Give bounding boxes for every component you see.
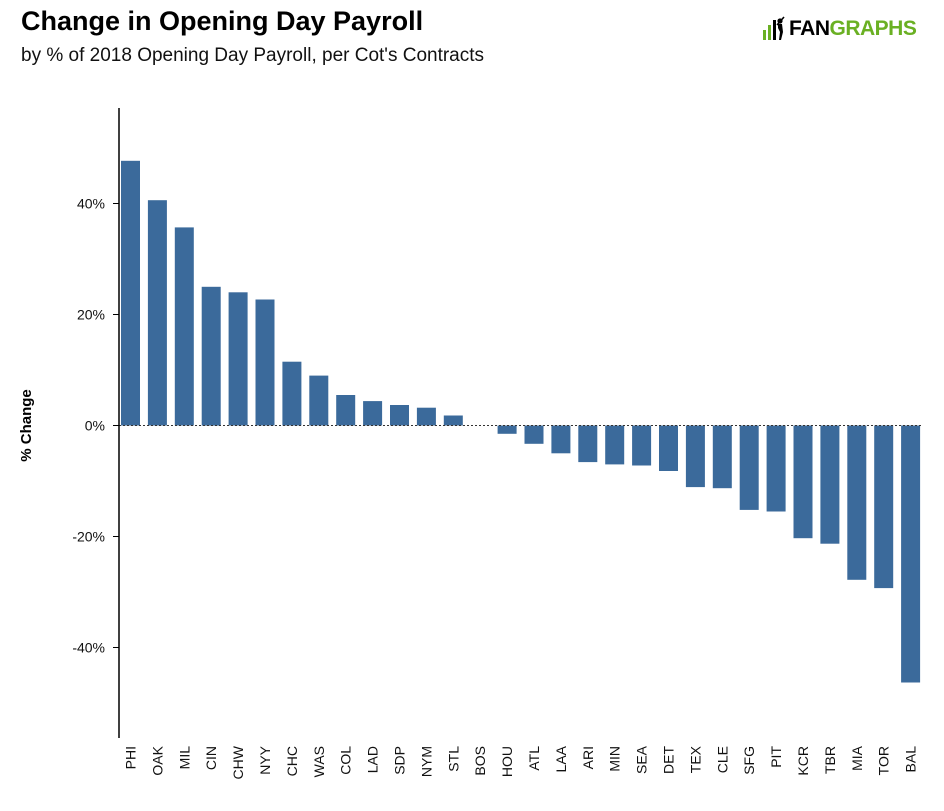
x-tick-label-mia: MIA (849, 745, 865, 771)
x-tick-label-bos: BOS (472, 746, 488, 776)
bar-chw (228, 292, 248, 426)
x-tick-label-kcr: KCR (795, 746, 811, 776)
bar-hou (497, 425, 517, 434)
bar-nym (416, 407, 436, 426)
bar-laa (551, 425, 571, 454)
x-tick-label-bal: BAL (903, 746, 919, 773)
x-tick-label-laa: LAA (553, 745, 569, 772)
x-tick-label-chw: CHW (230, 745, 246, 779)
bar-bal (901, 425, 921, 683)
x-tick-label-nyy: NYY (257, 745, 273, 774)
x-tick-label-mil: MIL (176, 746, 192, 770)
bar-tor (874, 425, 894, 589)
x-tick-label-nym: NYM (418, 746, 434, 777)
y-tick-label: 0% (85, 418, 105, 434)
x-tick-label-ari: ARI (580, 746, 596, 769)
bar-ari (578, 425, 598, 463)
x-tick-label-sea: SEA (634, 745, 650, 774)
logo-text-fan: FAN (789, 17, 830, 40)
bar-phi (121, 160, 140, 426)
y-tick-label: 20% (77, 307, 105, 323)
x-tick-label-oak: OAK (149, 745, 165, 775)
x-tick-label-was: WAS (311, 746, 327, 777)
y-axis-title: % Change (18, 389, 35, 462)
bar-oak (147, 200, 167, 426)
chart-title: Change in Opening Day Payroll (21, 6, 424, 36)
bars-group (121, 160, 921, 683)
x-tick-label-sdp: SDP (392, 746, 408, 775)
bar-mia (847, 425, 867, 580)
bar-min (605, 425, 625, 465)
y-tick-label: -40% (72, 640, 105, 656)
chart-subtitle: by % of 2018 Opening Day Payroll, per Co… (21, 45, 485, 66)
y-tick-label: 40% (77, 196, 105, 212)
x-label-group: PHI OAK MIL CIN CHW NYY CHC WAS COL LAD SDP NYM STL B… (123, 745, 919, 779)
bar-was (309, 375, 329, 426)
bar-chc (282, 361, 302, 426)
bar-tex (685, 425, 705, 488)
x-tick-label-cin: CIN (203, 746, 219, 770)
x-tick-label-min: MIN (607, 746, 623, 772)
x-tick-label-atl: ATL (526, 746, 542, 771)
x-tick-label-stl: STL (445, 746, 461, 772)
bar-cle (712, 425, 732, 489)
x-tick-label-tex: TEX (687, 745, 703, 773)
x-tick-label-phi: PHI (123, 746, 139, 769)
y-tick-group: 40% 20% 0% -20% -40% (72, 196, 119, 656)
x-tick-label-hou: HOU (499, 746, 515, 777)
bar-sdp (390, 405, 409, 426)
x-tick-label-col: COL (338, 746, 354, 775)
logo-text-graphs: GRAPHS (829, 17, 917, 40)
bar-pit (766, 425, 786, 512)
x-tick-label-det: DET (661, 746, 677, 774)
bar-mil (174, 227, 194, 426)
x-tick-label-cle: CLE (714, 746, 730, 773)
x-tick-label-sfg: SFG (741, 746, 757, 775)
bar-cin (201, 286, 221, 426)
bar-stl (443, 415, 463, 426)
bar-lad (363, 401, 383, 426)
x-tick-label-tbr: TBR (822, 746, 838, 774)
x-tick-label-lad: LAD (365, 746, 381, 773)
batter-icon (763, 16, 785, 40)
x-tick-label-tor: TOR (876, 746, 892, 775)
bar-kcr (793, 425, 813, 539)
bar-sfg (739, 425, 759, 510)
bar-det (659, 425, 678, 471)
x-tick-label-pit: PIT (768, 746, 784, 768)
bar-nyy (255, 299, 275, 426)
bar-sea (632, 425, 652, 466)
bar-tbr (820, 425, 840, 544)
bar-col (336, 395, 356, 426)
y-tick-label: -20% (72, 529, 105, 545)
x-tick-label-chc: CHC (284, 746, 300, 776)
bar-atl (524, 425, 544, 444)
fangraphs-logo[interactable]: FANGRAPHS (762, 14, 917, 44)
